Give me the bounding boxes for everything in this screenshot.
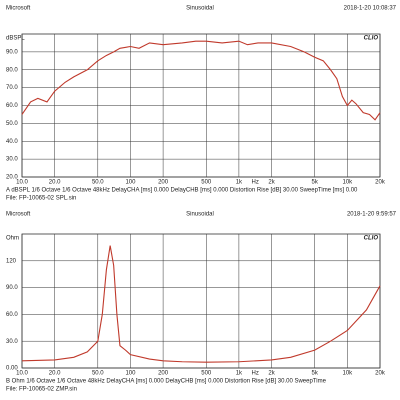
x-tick-label: 20.0 <box>49 371 61 377</box>
y-tick-label: 50.0 <box>6 121 18 127</box>
header-left: Microsoft <box>6 6 31 12</box>
x-tick-label: 50.0 <box>92 180 104 186</box>
x-tick-label: 5k <box>312 180 319 186</box>
x-tick-label: 500 <box>201 180 212 186</box>
y-axis-label: dBSPL <box>6 36 25 42</box>
x-tick-label: 50.0 <box>92 371 104 377</box>
x-tick-label: 200 <box>158 180 169 186</box>
data-line <box>21 245 381 363</box>
x-tick-label: 200 <box>158 371 169 377</box>
x-axis-unit: Hz <box>252 180 259 186</box>
x-tick-label: 1k <box>236 371 243 377</box>
y-tick-label: 30.0 <box>6 157 18 163</box>
footer-line: A dBSPL 1/6 Octave 1/6 Octave 48kHz Dela… <box>6 188 358 194</box>
y-tick-label: 90.0 <box>6 49 18 55</box>
x-tick-label: 10k <box>343 180 354 186</box>
brand: CLIO <box>364 36 379 42</box>
x-tick-label: 5k <box>312 371 319 377</box>
x-tick-label: 1k <box>236 180 243 186</box>
x-tick-label: 2k <box>268 180 275 186</box>
y-tick-label: 40.0 <box>6 139 18 145</box>
x-tick-label: 20k <box>375 180 386 186</box>
x-tick-label: 20.0 <box>49 180 61 186</box>
y-axis-label: Ohm <box>6 236 19 242</box>
y-tick-label: 70.0 <box>6 85 18 91</box>
x-tick-label: 10.0 <box>16 371 28 377</box>
y-tick-label: 90.0 <box>6 285 18 291</box>
y-tick-label: 0.00 <box>6 366 18 372</box>
y-tick-label: 30.0 <box>6 339 18 345</box>
y-tick-label: 20.0 <box>6 175 18 181</box>
x-tick-label: 2k <box>268 371 275 377</box>
header-right: 2018-1-20 9:59:57 <box>347 212 397 218</box>
x-tick-label: 100 <box>125 371 136 377</box>
y-tick-label: 120 <box>6 258 17 264</box>
footer-line: File: FP-10065-02 ZMP.sin <box>6 387 77 393</box>
data-line <box>21 40 381 121</box>
header-center: Sinusoidal <box>186 6 214 12</box>
header-center: Sinusoidal <box>186 212 214 218</box>
x-tick-label: 20k <box>375 371 386 377</box>
y-tick-label: 60.0 <box>6 103 18 109</box>
x-tick-label: 10k <box>343 371 354 377</box>
x-tick-label: 100 <box>125 180 136 186</box>
footer-line: B Ohm 1/6 Octave 1/6 Octave 48kHz DelayC… <box>6 379 327 385</box>
x-axis-unit: Hz <box>252 371 259 377</box>
x-tick-label: 10.0 <box>16 180 28 186</box>
footer-line: File: FP-10065-02 SPL.sin <box>6 196 76 202</box>
header-left: Microsoft <box>6 212 31 218</box>
plot-area <box>21 233 381 369</box>
header-right: 2018-1-20 10:08:37 <box>344 6 397 12</box>
y-tick-label: 60.0 <box>6 312 18 318</box>
brand: CLIO <box>364 236 379 242</box>
x-tick-label: 500 <box>201 371 212 377</box>
y-tick-label: 80.0 <box>6 67 18 73</box>
